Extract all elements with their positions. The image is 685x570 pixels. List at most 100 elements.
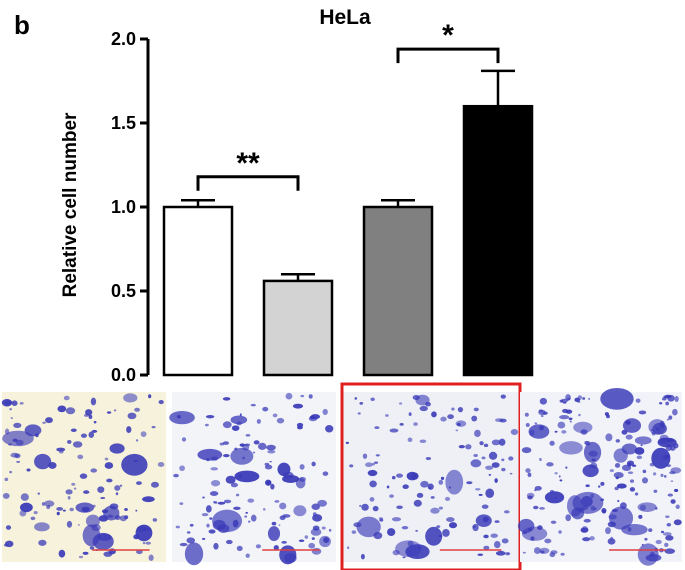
stained-cell <box>539 397 547 405</box>
stained-cell <box>67 440 72 444</box>
stained-cell <box>533 505 539 510</box>
stained-cell <box>638 410 647 415</box>
stained-cell <box>209 517 213 520</box>
stained-cell <box>244 515 248 518</box>
stained-cell <box>440 476 445 481</box>
y-tick-label: 2.0 <box>111 29 136 49</box>
stained-cell <box>583 518 591 523</box>
stained-cell <box>644 537 648 541</box>
stained-cell <box>488 451 498 460</box>
stained-cell <box>123 393 138 403</box>
stained-cell <box>447 414 454 420</box>
significance-bracket <box>196 175 300 191</box>
bar <box>262 279 334 377</box>
stained-cell <box>208 529 216 534</box>
stained-cell <box>308 542 316 549</box>
stained-cell <box>379 518 384 522</box>
stained-cell <box>85 409 93 416</box>
stained-cell <box>675 504 680 509</box>
stained-cell <box>665 401 670 406</box>
stained-cell <box>562 401 567 404</box>
stained-cell <box>104 462 114 469</box>
stained-cell <box>554 472 558 475</box>
stained-cell <box>72 441 83 448</box>
stained-cell <box>14 453 21 459</box>
stained-cell <box>534 486 542 491</box>
stained-cell <box>483 545 490 550</box>
stained-cell <box>176 415 181 419</box>
stained-cell <box>4 428 10 435</box>
stained-cell <box>606 414 610 419</box>
stained-cell <box>136 549 143 555</box>
micrograph-strip <box>1 382 682 570</box>
stained-cell <box>533 547 541 555</box>
micrograph <box>169 392 336 566</box>
stained-cell <box>625 434 633 440</box>
stained-cell <box>417 546 421 550</box>
stained-cell <box>609 469 614 473</box>
stained-cell <box>594 507 597 510</box>
stained-cell <box>522 551 526 554</box>
stained-cell <box>235 493 240 497</box>
stained-cell <box>179 502 184 506</box>
stained-cell <box>88 414 93 419</box>
stained-cell <box>151 425 156 429</box>
stained-cell <box>501 538 509 544</box>
stained-cell <box>258 442 267 450</box>
micrograph <box>517 387 682 566</box>
stained-cell <box>38 539 47 546</box>
stained-cell <box>639 504 647 511</box>
stained-cell <box>205 414 215 419</box>
stained-cell <box>82 524 101 547</box>
stained-cell <box>252 451 256 454</box>
stained-cell <box>657 437 677 448</box>
stained-cell <box>230 447 254 465</box>
stained-cell <box>391 475 396 480</box>
stained-cell <box>525 468 531 473</box>
stained-cell <box>272 413 278 418</box>
stained-cell <box>560 552 565 556</box>
stained-cell <box>255 544 262 549</box>
stained-cell <box>636 455 643 460</box>
stained-cell <box>210 467 219 471</box>
stained-cell <box>308 394 313 399</box>
stained-cell <box>83 490 90 494</box>
stained-cell <box>109 443 125 454</box>
stained-cell <box>470 459 482 468</box>
stained-cell <box>70 428 77 433</box>
stained-cell <box>580 527 589 533</box>
stained-cell <box>665 515 670 518</box>
stained-cell <box>549 489 555 494</box>
stained-cell <box>250 403 256 407</box>
stained-cell <box>500 394 506 399</box>
stained-cell <box>446 517 455 523</box>
stained-cell <box>610 536 613 540</box>
stained-cell <box>371 462 376 466</box>
stained-cell <box>611 509 619 512</box>
stained-cell <box>415 394 430 406</box>
stained-cell <box>90 468 98 473</box>
stained-cell <box>534 422 538 425</box>
stained-cell <box>483 443 489 448</box>
stained-cell <box>239 413 242 417</box>
stained-cell <box>321 526 326 530</box>
stained-cell <box>230 415 248 425</box>
stained-cell <box>445 469 464 495</box>
stained-cell <box>181 437 187 442</box>
stained-cell <box>310 528 322 536</box>
stained-cell <box>44 500 55 507</box>
stained-cell <box>262 508 266 511</box>
stained-cell <box>299 464 305 470</box>
stained-cell <box>440 416 447 422</box>
stained-cell <box>605 433 613 442</box>
stained-cell <box>127 412 137 420</box>
stained-cell <box>253 440 260 445</box>
stained-cell <box>142 496 155 503</box>
stained-cell <box>296 422 304 428</box>
stained-cell <box>124 515 129 520</box>
stained-cell <box>223 454 230 458</box>
stained-cell <box>62 509 66 512</box>
stained-cell <box>67 495 71 500</box>
stained-cell <box>474 429 481 438</box>
stained-cell <box>648 528 653 532</box>
